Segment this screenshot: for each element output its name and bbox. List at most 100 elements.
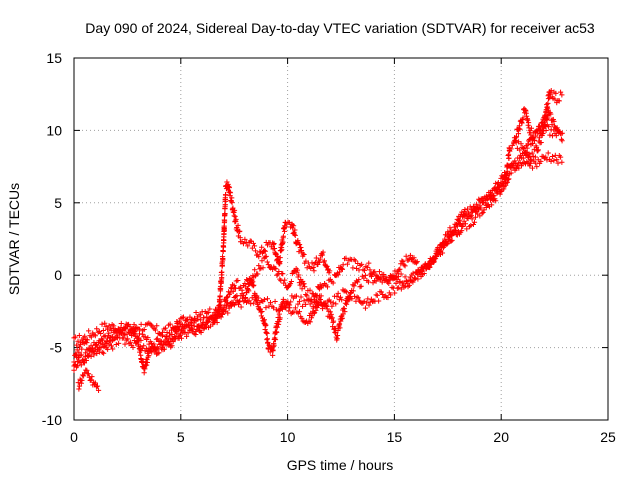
data-point [396,285,402,291]
data-point [292,305,299,311]
data-point [234,297,240,303]
data-point [146,353,152,359]
data-point [204,319,211,325]
data-point [329,315,335,321]
data-point [290,223,297,229]
data-point [296,298,303,304]
data-point [198,312,204,318]
data-point [280,239,286,245]
data-point [412,275,418,282]
data-point [152,327,159,333]
data-point [248,279,254,286]
data-point [131,321,137,328]
data-point [232,213,238,219]
data-point [339,315,345,321]
y-tick-label: 10 [46,122,62,138]
data-point [513,134,520,140]
data-point [538,139,544,146]
data-point [108,325,114,331]
data-point [454,216,460,222]
data-point [121,335,127,341]
data-point [262,248,268,254]
data-point [271,343,277,349]
data-point [190,326,196,332]
data-point [558,131,564,137]
data-point [137,326,143,332]
data-point [101,344,107,350]
data-point [559,159,565,165]
data-point [88,353,94,360]
data-point [190,320,196,326]
data-point [78,352,84,358]
data-point [209,314,215,321]
data-point [394,277,400,283]
data-point [362,272,369,278]
data-point [445,240,451,246]
data-point [261,248,268,254]
data-point [524,150,530,156]
data-point [141,343,147,349]
data-point [525,120,532,126]
data-point [288,278,294,285]
data-point [255,271,261,277]
data-point [549,153,556,160]
data-point [334,293,340,300]
data-point [460,211,466,218]
data-point [541,124,547,130]
data-point [528,125,535,131]
data-point [344,289,350,295]
data-point [175,319,181,325]
data-point [341,306,347,312]
data-point [112,327,118,333]
data-point [321,258,328,264]
series-track-6 [511,106,565,145]
data-point [174,329,180,335]
data-point [252,267,258,273]
data-point [118,329,124,336]
data-point [276,268,282,275]
data-point [431,258,437,264]
data-point [310,291,316,297]
data-point [343,301,350,307]
data-point [415,267,421,273]
data-point [84,340,90,346]
y-tick-label: -5 [50,340,63,356]
data-point [227,290,233,296]
data-point [94,350,100,357]
data-point [169,343,175,349]
data-point [376,268,383,275]
data-point [270,352,276,358]
data-point [365,279,372,285]
data-point [388,292,394,298]
data-point [94,326,100,332]
data-point [506,155,512,161]
data-point [180,314,187,320]
data-point [294,267,301,273]
data-point [310,264,316,271]
y-tick-label: 0 [54,267,62,283]
data-point [296,241,303,248]
data-point [297,282,303,288]
data-point [219,269,225,275]
data-point [504,168,510,174]
x-axis-label: GPS time / hours [287,457,394,473]
data-point [278,302,284,308]
data-point [87,377,93,384]
data-point [245,243,251,249]
data-point [557,154,564,160]
data-point [191,315,198,321]
data-point [466,210,472,216]
data-point [271,240,277,247]
data-point [419,272,426,278]
series-track-4 [71,137,565,369]
data-point [181,329,187,335]
data-point [126,329,132,335]
data-point [418,268,424,275]
data-point [547,132,553,138]
data-point [277,315,283,321]
data-point [237,228,243,234]
data-point [133,328,139,334]
data-point [262,254,268,260]
data-point [218,286,224,292]
data-point [477,203,483,209]
